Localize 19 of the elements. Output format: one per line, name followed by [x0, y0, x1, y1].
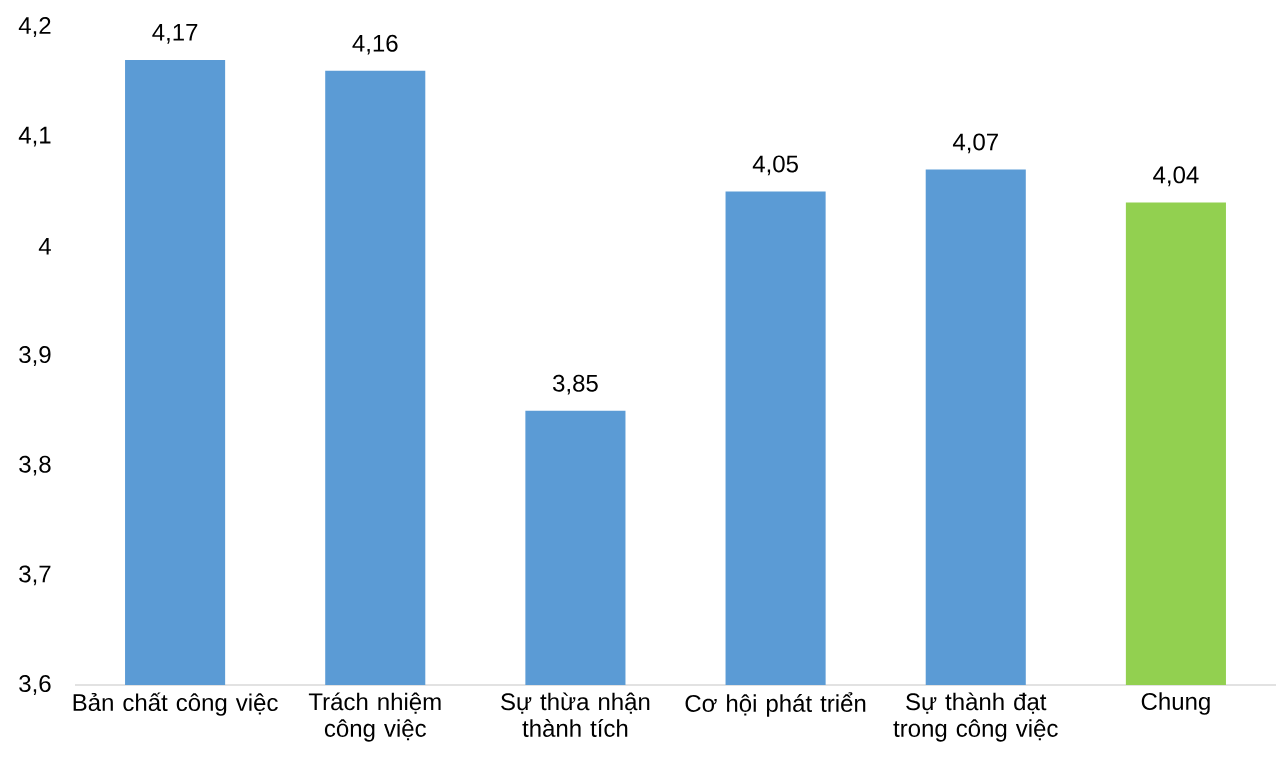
- data-label: 4,04: [1153, 166, 1199, 187]
- x-tick-label: Trách nhiệm công việc: [308, 692, 441, 742]
- x-tick-label: Bản chất công việc: [73, 692, 278, 716]
- y-tick-label: 3,8: [19, 455, 51, 476]
- x-tick-label: Sự thừa nhận thành tích: [501, 692, 650, 737]
- x-tick-label: Chung: [1141, 692, 1210, 715]
- y-tick-label: 3,7: [19, 565, 51, 586]
- x-tick-label: Sự thành đạt trong công việc: [893, 692, 1058, 742]
- y-tick-label: 4,2: [18, 17, 51, 37]
- data-label: 4,17: [152, 24, 198, 44]
- data-label: 3,85: [552, 374, 598, 395]
- y-tick-label: 4: [38, 238, 51, 255]
- y-tick-label: 4,1: [18, 126, 51, 147]
- data-label: 4,07: [952, 133, 998, 154]
- y-tick-label: 3,9: [19, 346, 51, 366]
- data-label: 4,05: [752, 155, 798, 176]
- y-tick-label: 3,6: [19, 675, 51, 695]
- x-tick-label: Cơ hội phát triển: [685, 692, 866, 717]
- data-label: 4,16: [352, 34, 398, 55]
